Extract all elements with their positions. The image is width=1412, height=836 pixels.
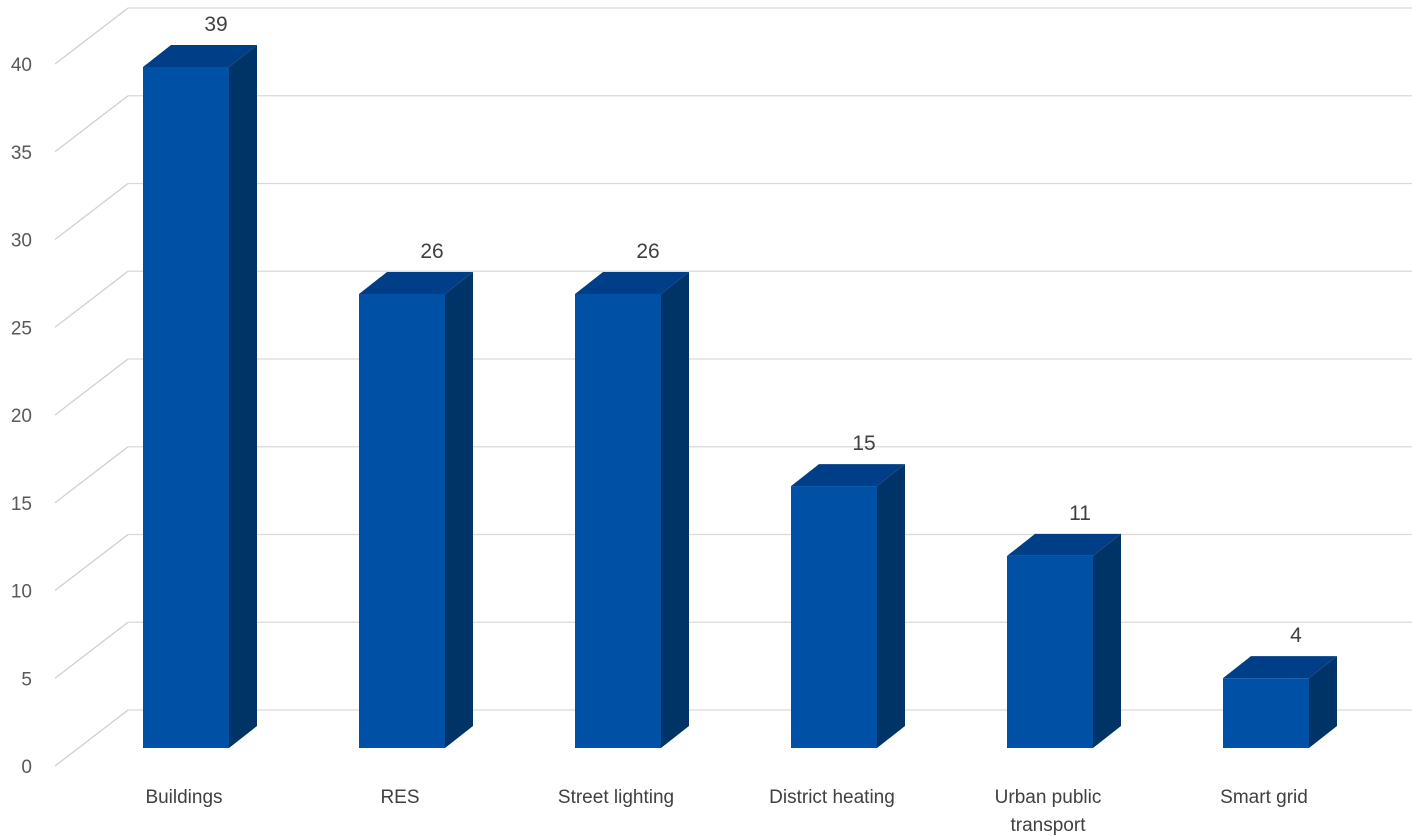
bars [143,45,1337,748]
bar-front [359,294,445,748]
gridline-wall-20 [54,358,129,416]
y-tick-label: 10 [11,582,32,603]
y-tick-label: 35 [11,143,32,164]
data-label: 39 [204,13,227,36]
bar-side [1093,533,1121,748]
bar-side [1309,656,1337,748]
data-label: 26 [420,240,443,263]
category-label: Smart grid [1220,787,1308,808]
y-tick-label: 15 [11,494,32,515]
bar-front [1007,555,1093,748]
category-label: District heating [769,787,895,808]
y-tick-label: 0 [21,757,32,778]
gridline-wall-0 [54,709,129,767]
data-labels: 39 26 26 15 11 4 [204,13,1302,647]
y-tick-label: 5 [21,669,32,690]
bar-front [1223,678,1309,748]
gridline-wall-5 [54,621,129,679]
bar-front [791,486,877,748]
bar-4 [791,464,905,748]
data-label: 15 [852,432,875,455]
bar-top [359,272,473,294]
bar-5 [1007,533,1121,748]
bar-top [1223,656,1337,679]
bar-6 [1223,656,1337,748]
bar-3 [575,272,689,748]
gridline-wall-25 [54,270,129,328]
y-tick-label: 40 [11,55,32,76]
bar-side [445,272,473,748]
bar-side [229,45,257,748]
bar-front [143,67,229,748]
bar-side [877,464,905,748]
gridline-wall-35 [54,95,129,153]
data-label: 11 [1069,502,1091,525]
bar-top [791,464,905,487]
category-label: RES [380,787,419,808]
gridline-wall-15 [54,446,129,504]
category-label: Buildings [145,787,222,808]
gridline-wall-30 [54,182,129,241]
gridline-wall-10 [54,533,129,592]
category-label: transport [1011,815,1087,836]
y-tick-label: 30 [11,231,32,252]
y-axis-tick-labels: 0 5 10 15 20 25 30 35 40 [11,55,32,778]
category-label: Street lighting [558,787,674,808]
bar-top [1007,533,1121,556]
data-label: 4 [1290,624,1302,647]
bar-2 [359,272,473,748]
bar-side [661,272,689,748]
category-label: Urban public [995,787,1102,808]
data-label: 26 [636,240,659,263]
y-tick-label: 25 [11,318,32,339]
bar-1 [143,45,257,748]
gridline-wall-40 [54,7,129,65]
bar-top [143,45,257,67]
bar-top [575,272,689,294]
bar-front [575,294,661,748]
category-labels: Buildings RES Street lighting District heat… [145,787,1307,836]
y-tick-label: 20 [11,406,32,427]
grid-layer [54,7,1412,767]
